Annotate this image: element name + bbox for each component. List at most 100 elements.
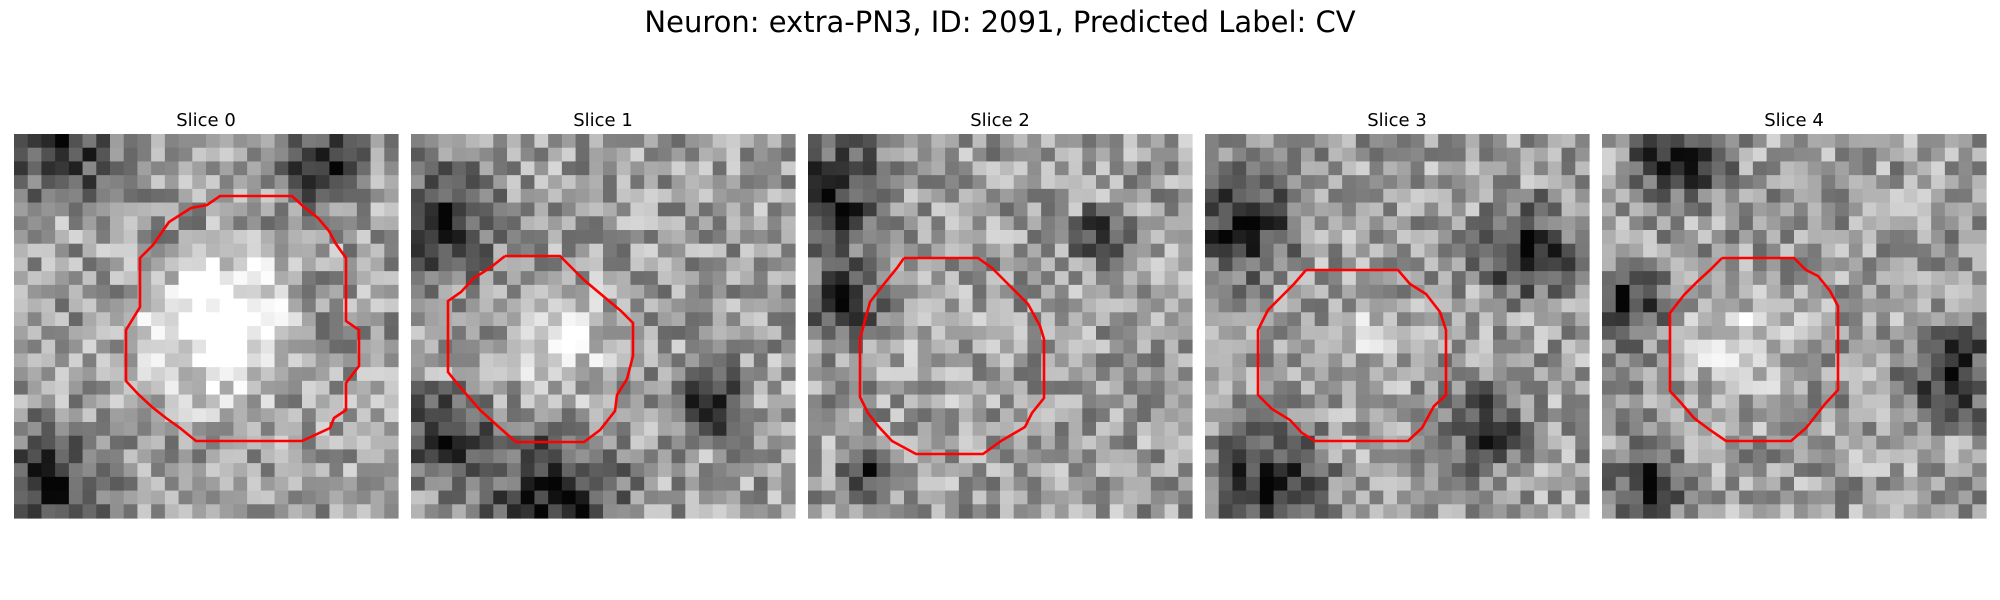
pixel-cell: [548, 257, 563, 272]
pixel-cell: [274, 435, 289, 451]
pixel-cell: [1328, 216, 1343, 231]
pixel-cell: [137, 188, 152, 204]
pixel-cell: [260, 175, 276, 190]
pixel-cell: [1383, 353, 1398, 368]
pixel-cell: [1218, 339, 1234, 355]
pixel-cell: [1506, 202, 1522, 217]
pixel-cell: [890, 449, 905, 464]
pixel-cell: [1931, 243, 1946, 259]
pixel-cell: [1506, 271, 1522, 286]
pixel-cell: [671, 284, 686, 300]
pixel-cell: [1780, 202, 1795, 217]
pixel-cell: [1615, 134, 1631, 149]
pixel-cell: [302, 339, 317, 355]
pixel-cell: [1629, 367, 1644, 382]
pixel-cell: [740, 134, 755, 149]
pixel-cell: [1643, 161, 1658, 176]
pixel-cell: [233, 216, 248, 231]
pixel-cell: [685, 353, 700, 368]
pixel-cell: [616, 449, 632, 464]
pixel-cell: [1862, 380, 1877, 396]
pixel-cell: [1615, 339, 1631, 355]
pixel-cell: [1301, 367, 1316, 382]
pixel-cell: [1944, 175, 1960, 190]
pixel-cell: [1397, 449, 1412, 464]
pixel-cell: [1355, 161, 1371, 176]
pixel-cell: [1301, 243, 1316, 259]
pixel-cell: [644, 216, 659, 231]
pixel-cell: [1944, 339, 1960, 355]
pixel-cell: [1287, 463, 1302, 478]
pixel-cell: [740, 408, 755, 423]
pixel-cell: [1848, 230, 1864, 245]
pixel-cell: [1068, 463, 1083, 478]
pixel-cell: [1109, 435, 1125, 451]
pixel-cell: [534, 476, 549, 492]
pixel-cell: [507, 449, 522, 464]
pixel-cell: [1355, 134, 1371, 149]
pixel-cell: [1615, 243, 1631, 259]
pixel-cell: [1314, 216, 1330, 231]
pixel-cell: [1410, 380, 1426, 396]
pixel-cell: [890, 504, 905, 519]
pixel-cell: [260, 490, 276, 505]
pixel-cell: [1054, 243, 1070, 259]
pixel-cell: [110, 408, 125, 423]
pixel-cell: [1287, 449, 1302, 464]
pixel-cell: [1259, 435, 1275, 451]
pixel-cell: [384, 422, 399, 437]
pixel-cell: [110, 147, 125, 163]
pixel-cell: [1068, 476, 1083, 492]
pixel-cell: [137, 476, 152, 492]
pixel-cell: [1027, 202, 1042, 217]
pixel-cell: [1000, 504, 1015, 519]
pixel-cell: [1273, 490, 1288, 505]
pixel-cell: [260, 202, 276, 217]
pixel-cell: [137, 312, 152, 327]
pixel-cell: [452, 216, 467, 231]
pixel-cell: [1890, 435, 1905, 451]
pixel-cell: [1739, 353, 1754, 368]
pixel-cell: [1369, 367, 1384, 382]
pixel-cell: [1698, 284, 1713, 300]
pixel-cell: [1766, 216, 1781, 231]
pixel-cell: [1656, 243, 1672, 259]
pixel-cell: [1054, 435, 1070, 451]
pixel-cell: [1561, 298, 1576, 313]
pixel-cell: [1096, 353, 1111, 368]
pixel-cell: [1903, 216, 1919, 231]
pixel-cell: [1218, 175, 1234, 190]
pixel-cell: [1178, 435, 1193, 451]
pixel-cell: [96, 271, 111, 286]
pixel-cell: [1629, 134, 1644, 149]
pixel-cell: [356, 449, 372, 464]
pixel-cell: [808, 188, 823, 204]
pixel-cell: [233, 435, 248, 451]
pixel-cell: [644, 367, 659, 382]
pixel-cell: [726, 147, 741, 163]
pixel-cell: [945, 216, 960, 231]
pixel-cell: [1232, 271, 1247, 286]
pixel-cell: [1561, 490, 1576, 505]
pixel-cell: [1465, 298, 1480, 313]
pixel-cell: [1178, 422, 1193, 437]
pixel-cell: [1862, 449, 1877, 464]
pixel-cell: [1917, 243, 1932, 259]
pixel-cell: [1848, 271, 1864, 286]
pixel-cell: [972, 435, 987, 451]
pixel-cell: [493, 380, 508, 396]
pixel-cell: [890, 298, 905, 313]
pixel-cell: [904, 504, 919, 519]
pixel-cell: [1041, 326, 1056, 341]
pixel-cell: [1438, 476, 1453, 492]
pixel-cell: [712, 339, 728, 355]
pixel-cell: [315, 449, 331, 464]
pixel-cell: [1355, 312, 1371, 327]
pixel-cell: [96, 353, 111, 368]
pixel-cell: [972, 380, 987, 396]
pixel-cell: [1178, 175, 1193, 190]
pixel-cell: [247, 243, 262, 259]
slice-panel-2: Slice 2: [808, 110, 1193, 519]
pixel-cell: [1232, 408, 1247, 423]
pixel-cell: [14, 230, 29, 245]
